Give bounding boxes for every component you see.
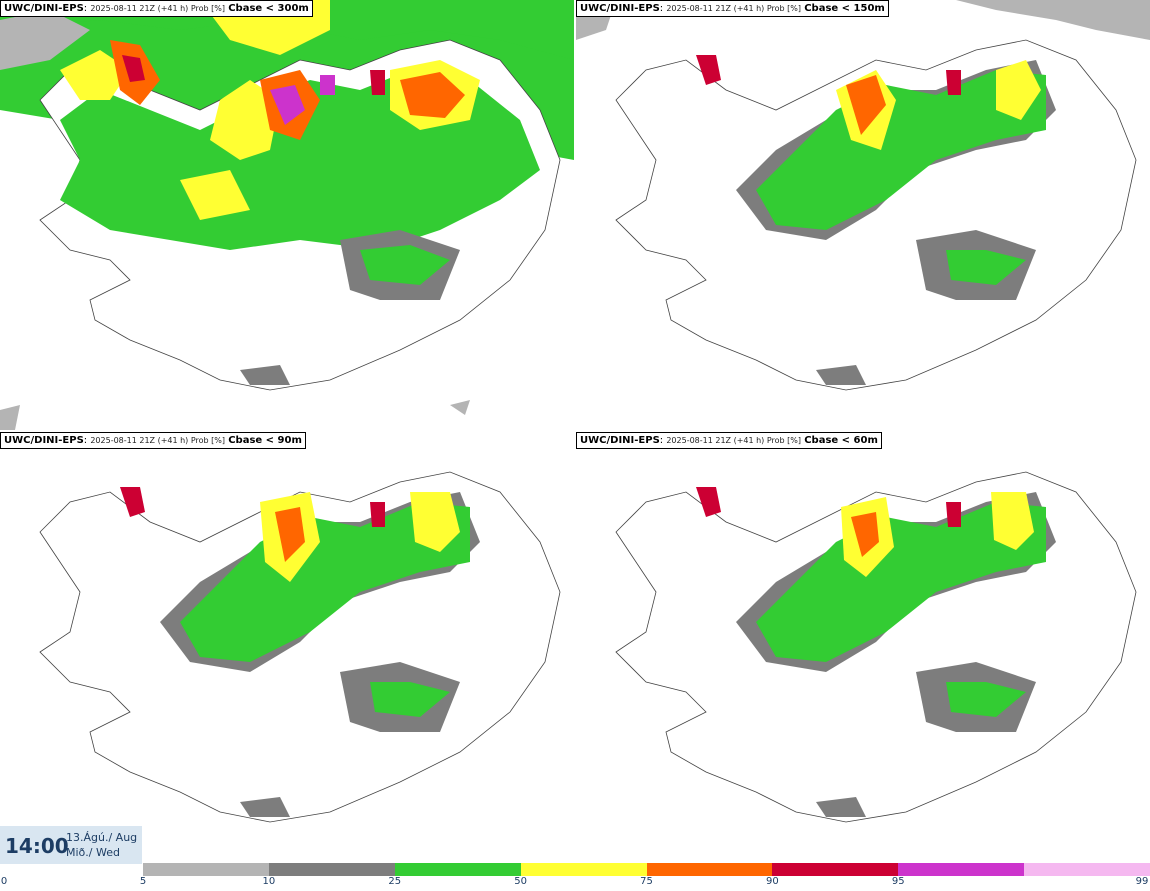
map-panel-cbase-90m: UWC/DINI-EPS: 2025-08-11 21Z (+41 h) Pro…: [0, 432, 574, 862]
colorbar-segment: [143, 863, 269, 876]
colorbar-segment: [898, 863, 1025, 876]
iceland-probability-map: [615, 471, 1137, 823]
colorbar-tick-label: 0: [0, 876, 8, 887]
colorbar-tick-label: 99: [1135, 876, 1149, 887]
map-panel-cbase-300m: UWC/DINI-EPS: 2025-08-11 21Z (+41 h) Pro…: [0, 0, 574, 430]
colorbar-segment: [268, 863, 395, 876]
map-panel-cbase-60m: UWC/DINI-EPS: 2025-08-11 21Z (+41 h) Pro…: [576, 432, 1150, 862]
colorbar-tick-label: 50: [514, 876, 527, 887]
colorbar-tick-label: 5: [139, 876, 147, 887]
colorbar-tick-label: 90: [766, 876, 779, 887]
colorbar-segment: [772, 863, 899, 876]
colorbar-tick-label: 10: [262, 876, 276, 887]
colorbar-tick-label: 75: [640, 876, 653, 887]
colorbar-tick-label: 25: [388, 876, 402, 887]
valid-date-line1: 13.Ágú./ Aug: [66, 831, 138, 844]
valid-time-box: [0, 826, 142, 864]
panel-title: UWC/DINI-EPS: 2025-08-11 21Z (+41 h) Pro…: [0, 432, 306, 449]
iceland-probability-map: [0, 0, 574, 430]
iceland-probability-map: [576, 0, 1150, 391]
colorbar-segment: [520, 863, 647, 876]
valid-date-line2: Mið./ Wed: [66, 846, 120, 859]
map-panel-cbase-150m: UWC/DINI-EPS: 2025-08-11 21Z (+41 h) Pro…: [576, 0, 1150, 430]
colorbar-tick-label: 95: [891, 876, 905, 887]
colorbar-segment: [646, 863, 773, 876]
panel-title: UWC/DINI-EPS: 2025-08-11 21Z (+41 h) Pro…: [576, 432, 882, 449]
colorbar-segment: [394, 863, 521, 876]
valid-time: 14:00: [5, 834, 69, 858]
colorbar-segment: [1024, 863, 1150, 876]
panel-title: UWC/DINI-EPS: 2025-08-11 21Z (+41 h) Pro…: [576, 0, 889, 17]
iceland-probability-map: [39, 471, 561, 823]
panel-title: UWC/DINI-EPS: 2025-08-11 21Z (+41 h) Pro…: [0, 0, 313, 17]
